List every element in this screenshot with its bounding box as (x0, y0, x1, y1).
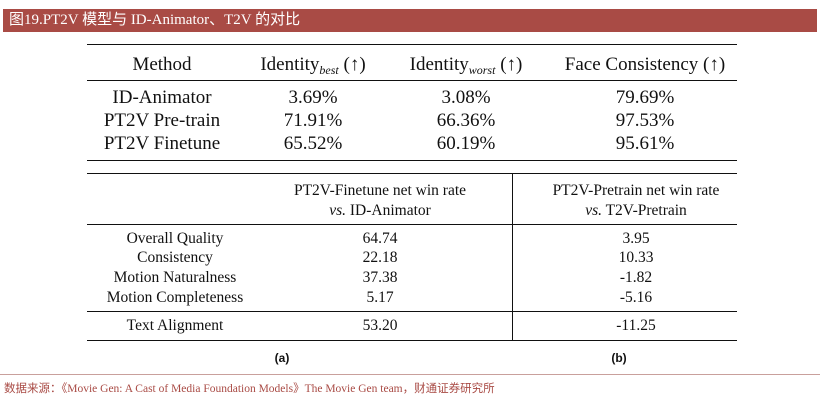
header-face-consistency: Face Consistency (↑) (564, 54, 726, 75)
table2-column-divider (512, 173, 513, 341)
source-note: 数据来源：《Movie Gen: A Cast of Media Foundat… (4, 383, 495, 395)
t2-row-label: Consistency (137, 249, 213, 266)
t1-row-worst: 66.36% (436, 110, 496, 131)
table1-top-rule (87, 44, 737, 46)
t1-row-best: 71.91% (283, 110, 343, 131)
header-method: Method (132, 54, 192, 75)
header-identity-worst: Identityworst (↑) (409, 54, 523, 77)
t1-row-worst: 60.19% (436, 133, 496, 154)
t2-row-a: 64.74 (362, 230, 398, 247)
t1-row-method: PT2V Finetune (103, 133, 221, 154)
col-a-header-line2: vs. ID-Animator (329, 202, 431, 219)
t2-row-b: -5.16 (619, 289, 653, 306)
table2-top-rule (87, 173, 737, 175)
table2-header-rule (87, 224, 737, 225)
caption-b: (b) (611, 351, 627, 365)
t2-row-b: -11.25 (616, 317, 656, 334)
t2-row-label: Text Alignment (126, 317, 224, 334)
caption-a: (a) (274, 351, 290, 365)
header-identity-best: Identitybest (↑) (260, 54, 366, 77)
t2-row-b: 3.95 (622, 230, 650, 247)
t2-row-a: 53.20 (362, 317, 398, 334)
col-b-header-line2: vs. T2V-Pretrain (585, 202, 687, 219)
figure-title: 图19.PT2V 模型与 ID-Animator、T2V 的对比 (9, 12, 301, 28)
t1-row-best: 65.52% (283, 133, 343, 154)
t2-row-a: 5.17 (366, 289, 394, 306)
table2-mid-rule (87, 311, 737, 312)
t1-row-method: PT2V Pre-train (103, 110, 221, 131)
col-b-header-line1: PT2V-Pretrain net win rate (552, 182, 720, 199)
col-a-header-line1: PT2V-Finetune net win rate (293, 182, 467, 199)
t2-row-label: Motion Completeness (106, 289, 244, 306)
t1-row-best: 3.69% (288, 87, 338, 108)
t2-row-b: 10.33 (618, 249, 654, 266)
table2-bottom-rule (87, 340, 737, 342)
t2-row-a: 22.18 (362, 249, 398, 266)
table1-header-rule (87, 80, 737, 81)
t1-row-worst: 3.08% (441, 87, 491, 108)
t2-row-b: -1.82 (619, 269, 653, 286)
t1-row-face: 97.53% (615, 110, 675, 131)
t2-row-label: Overall Quality (126, 230, 224, 247)
t2-row-a: 37.38 (362, 269, 398, 286)
footer-divider (0, 374, 820, 375)
t2-row-label: Motion Naturalness (113, 269, 237, 286)
figure-title-bar: 图19.PT2V 模型与 ID-Animator、T2V 的对比 (3, 9, 817, 32)
table1-bottom-rule (87, 160, 737, 162)
top-clip (0, 0, 820, 6)
t1-row-method: ID-Animator (112, 87, 212, 108)
t1-row-face: 95.61% (615, 133, 675, 154)
t1-row-face: 79.69% (615, 87, 675, 108)
